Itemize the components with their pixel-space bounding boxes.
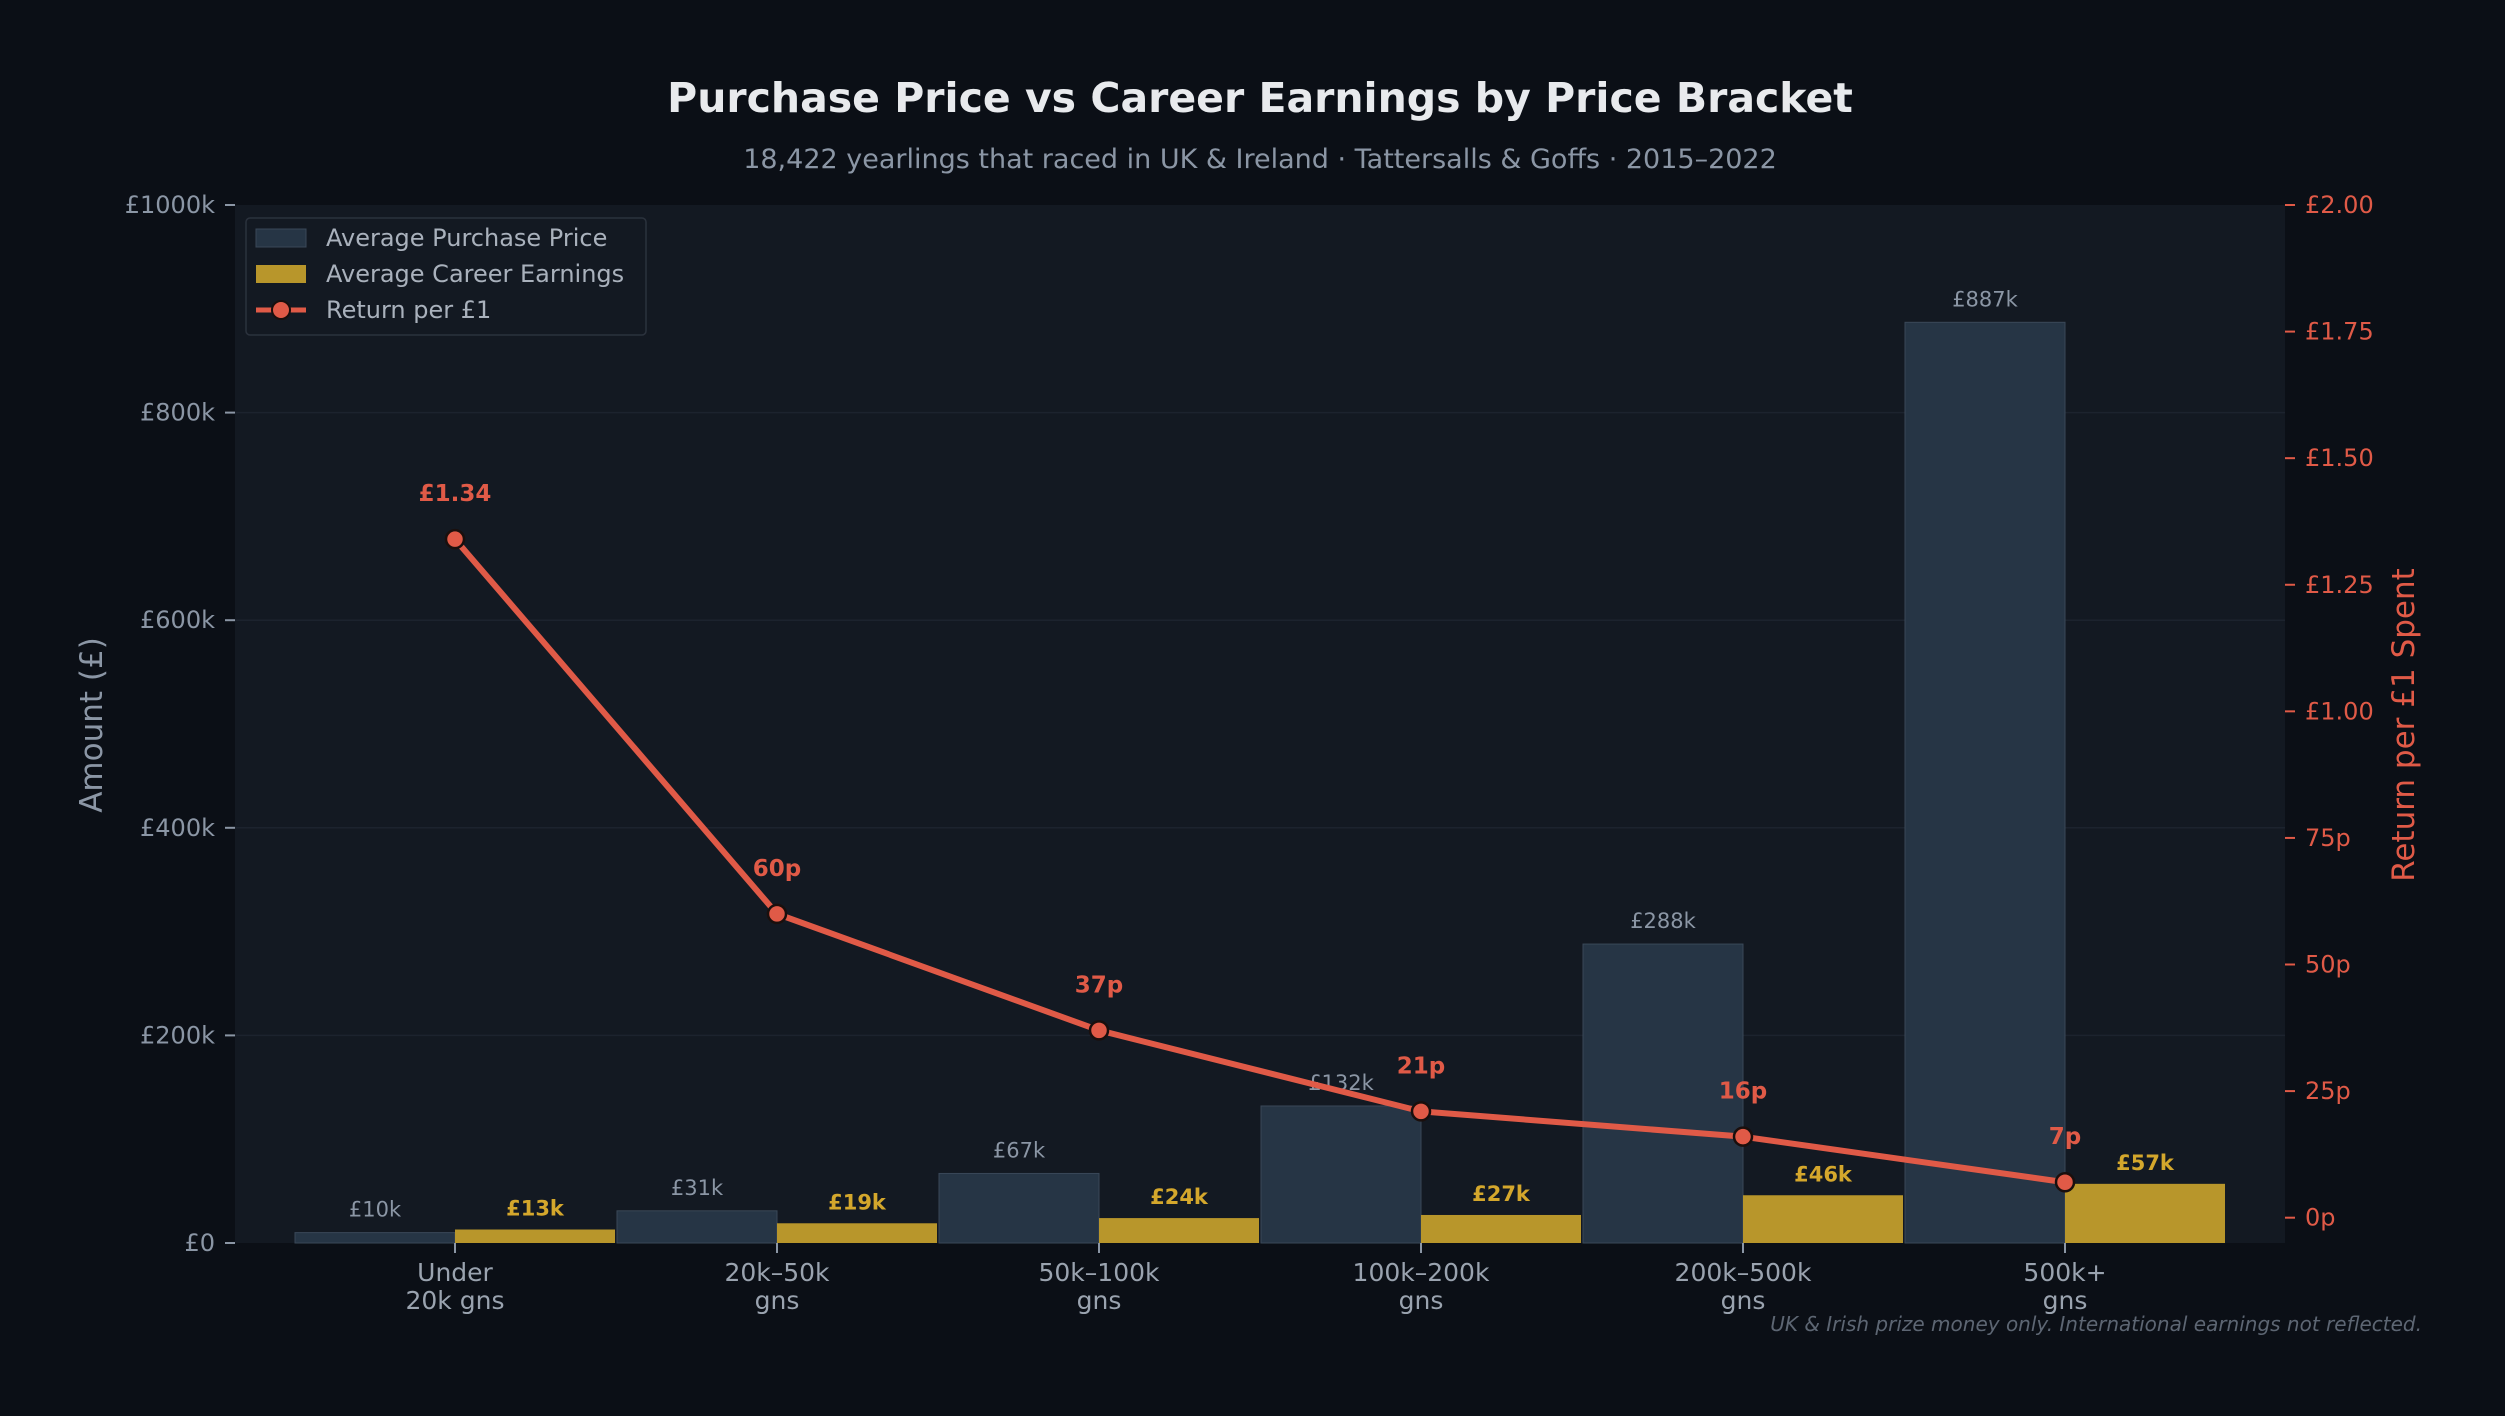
y-tick-label: £800k [140,399,215,427]
return-point [766,903,788,925]
y2-tick-label: 25p [2305,1077,2351,1105]
return-line-layer: £1.34 60p 37p 21p 16p 7p [419,481,2081,1193]
legend: Average Purchase Price Average Career Ea… [245,217,647,336]
bars-layer: £10k £13k£31k£19k£67k£24k£132k£27k£288k£4… [294,287,2225,1244]
category-label: gns [1399,1286,1444,1315]
category-label: gns [755,1286,800,1315]
earnings-bar [1099,1218,1259,1243]
price-bar [616,1210,778,1244]
y2-tick-label: 50p [2305,951,2351,979]
earnings-bar [1421,1214,1581,1243]
earnings-bar-label: £19k [828,1190,887,1214]
price-bar-label: £887k [1952,287,2018,311]
category-label: Under [417,1258,493,1287]
return-point-label: 37p [1075,972,1123,998]
earnings-bar [777,1223,937,1243]
category-label: 50k–100k [1039,1258,1161,1287]
category-label: 20k gns [406,1286,505,1315]
legend-swatch-earnings [256,265,306,283]
price-bar-label: £31k [671,1176,724,1200]
price-bar [1904,321,2066,1244]
y-tick-label: £0 [184,1229,215,1257]
category-label: 100k–200k [1353,1258,1490,1287]
earnings-bar-label: £57k [2116,1151,2175,1175]
legend-box [245,217,647,336]
y-tick-label: £1000k [125,191,215,219]
price-bar-label: £67k [993,1138,1046,1162]
price-bar [294,1232,456,1244]
earnings-bar-label: £46k [1794,1162,1853,1186]
right-axis: 0p 25p 50p 75p £1.00 £1.25 £1.50 £1.75 £2.00 [2285,191,2374,1232]
y2-tick-label: £1.25 [2305,571,2374,599]
return-point-label: 16p [1719,1079,1767,1105]
y2-tick-label: £1.50 [2305,444,2374,472]
earnings-bar-label: £27k [1472,1182,1531,1206]
category-label: 200k–500k [1675,1258,1812,1287]
y-tick-label: £600k [140,606,215,634]
y2-tick-label: 75p [2305,824,2351,852]
legend-label-earnings: Average Career Earnings [326,260,624,288]
category-label: gns [1077,1286,1122,1315]
y-tick-label: £400k [140,814,215,842]
left-axis: £0 £200k £400k £600k £800k £1000k [125,191,235,1257]
price-bar [938,1172,1100,1244]
return-point-label: 7p [2049,1124,2081,1150]
return-point-label: 21p [1397,1053,1445,1079]
earnings-bar [455,1229,615,1243]
y2-tick-label: £2.00 [2305,191,2374,219]
legend-swatch-return-marker [271,300,291,320]
chart-subtitle: 18,422 yearlings that raced in UK & Irel… [743,144,1777,175]
category-label: gns [1721,1286,1766,1315]
earnings-bar-label: £24k [1150,1185,1209,1209]
return-point [1088,1020,1110,1041]
return-point-label: £1.34 [419,481,492,507]
y2-axis-label: Return per £1 Spent [2386,568,2422,882]
legend-label-price: Average Purchase Price [326,224,607,252]
category-label: 20k–50k [724,1258,830,1287]
price-bar [1260,1105,1422,1244]
earnings-bar-label: £13k [506,1197,565,1221]
price-bar [1582,943,1744,1244]
return-point [1732,1126,1754,1147]
earnings-bar [2065,1183,2225,1243]
y-tick-label: £200k [140,1021,215,1049]
y-axis-label: Amount (£) [74,637,110,813]
y2-tick-label: 0p [2305,1204,2336,1232]
y2-tick-label: £1.75 [2305,318,2374,346]
earnings-bar [1743,1195,1903,1243]
category-label: gns [2043,1286,2088,1315]
legend-label-return: Return per £1 [326,296,491,324]
category-label: 500k+ [2023,1258,2106,1287]
return-point [1410,1101,1432,1122]
legend-swatch-price [255,228,307,248]
price-bar-label: £288k [1630,909,1696,933]
y2-tick-label: £1.00 [2305,697,2374,725]
return-line [452,537,2066,1186]
return-point [444,528,466,550]
return-point [2054,1171,2076,1193]
price-bar-label: £10k [349,1198,402,1222]
return-point-label: 60p [753,856,801,882]
chart-title: Purchase Price vs Career Earnings by Pri… [667,74,1853,122]
footnote: UK & Irish prize money only. Internation… [1770,1312,2422,1336]
